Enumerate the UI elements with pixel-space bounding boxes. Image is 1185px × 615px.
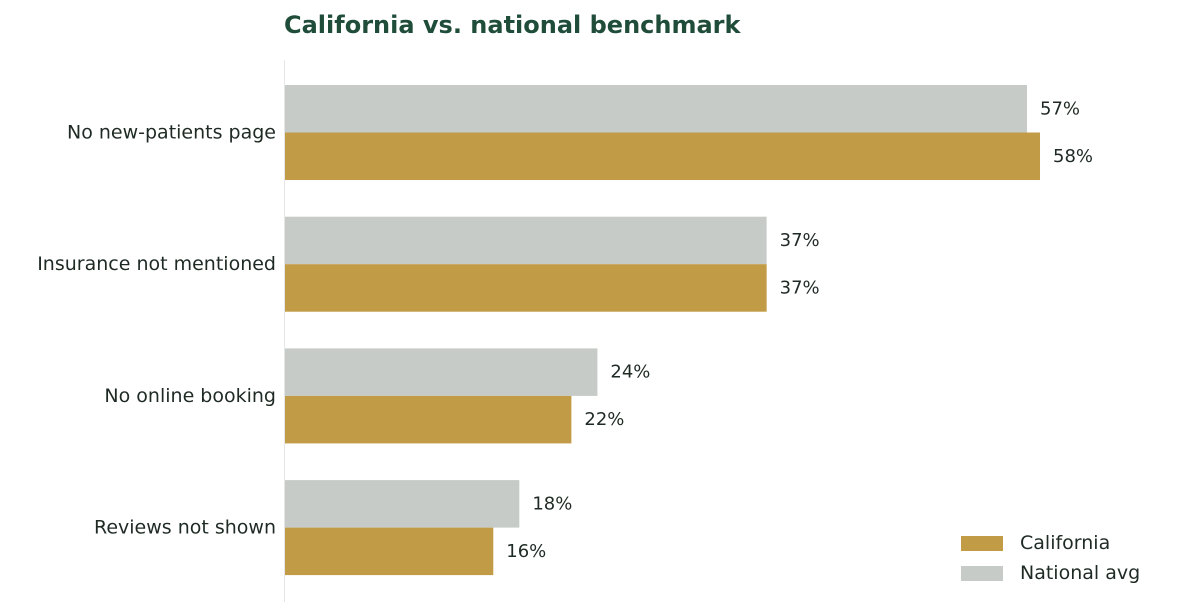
legend-label-national-avg: National avg	[1020, 562, 1141, 584]
bar-california-no-online-booking	[285, 395, 572, 444]
value-label-california-no-new-patients-page: 58%	[1053, 146, 1093, 167]
category-label-reviews-not-shown: Reviews not shown	[94, 517, 276, 539]
legend-item-california: California	[961, 528, 1140, 558]
category-label-no-online-booking: No online booking	[104, 385, 276, 407]
legend-swatch-california	[961, 535, 1003, 551]
bar-national-avg-no-new-patients-page	[285, 85, 1027, 133]
bar-california-no-new-patients-page	[285, 132, 1041, 180]
value-labels: 57% 58% 37% 37% 24% 22% 18% 16%	[506, 98, 1093, 562]
value-label-california-reviews-not-shown: 16%	[506, 541, 546, 562]
chart-title: California vs. national benchmark	[284, 11, 741, 39]
bar-california-insurance-not-mentioned	[285, 264, 767, 312]
value-label-national-avg-no-online-booking: 24%	[610, 362, 650, 383]
legend-swatch-national-avg	[961, 565, 1003, 581]
legend: California National avg	[961, 528, 1140, 588]
legend-label-california: California	[1020, 532, 1111, 554]
bar-national-avg-insurance-not-mentioned	[285, 216, 767, 265]
value-label-national-avg-insurance-not-mentioned: 37%	[780, 230, 820, 251]
category-labels: No new-patients page Insurance not mentio…	[37, 122, 276, 539]
bars	[285, 85, 1041, 576]
bar-national-avg-no-online-booking	[285, 348, 598, 396]
legend-item-national-avg: National avg	[961, 558, 1140, 588]
category-label-no-new-patients-page: No new-patients page	[67, 122, 276, 144]
bar-california-reviews-not-shown	[285, 527, 494, 576]
value-label-california-no-online-booking: 22%	[584, 409, 624, 430]
value-label-national-avg-reviews-not-shown: 18%	[532, 493, 572, 514]
value-label-california-insurance-not-mentioned: 37%	[780, 277, 820, 298]
category-label-insurance-not-mentioned: Insurance not mentioned	[37, 253, 276, 275]
bar-national-avg-reviews-not-shown	[285, 480, 520, 528]
value-label-national-avg-no-new-patients-page: 57%	[1040, 98, 1080, 119]
